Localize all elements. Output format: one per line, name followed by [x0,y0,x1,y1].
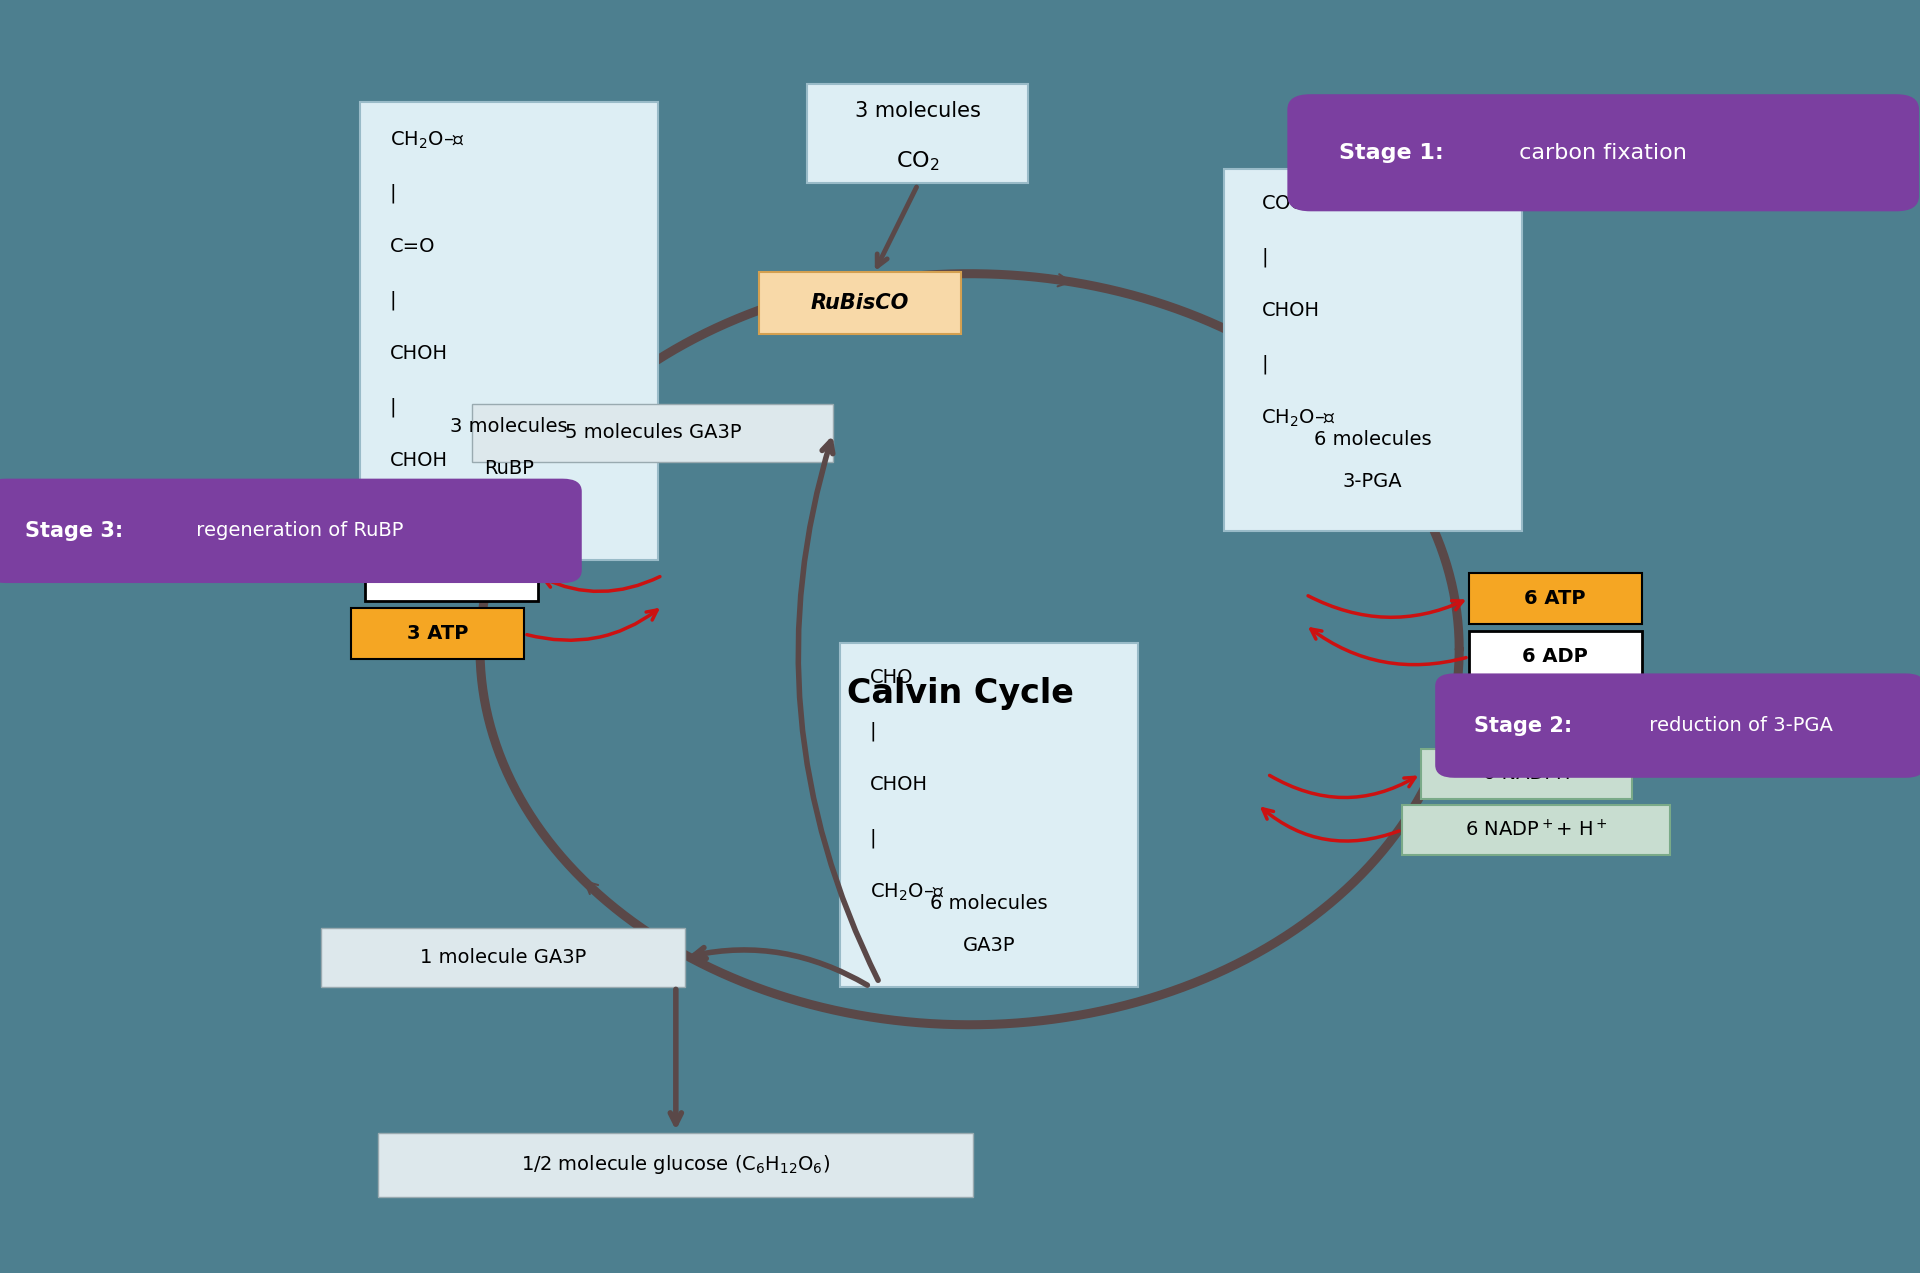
Text: CHOH: CHOH [870,775,927,794]
FancyBboxPatch shape [0,479,582,583]
Text: |: | [390,290,396,309]
Text: CHOH: CHOH [1261,302,1319,320]
Text: |: | [390,504,396,523]
Bar [351,608,524,659]
Text: C=O: C=O [390,237,436,256]
Text: 1/2 molecule glucose (C$_6$H$_{12}$O$_6$): 1/2 molecule glucose (C$_6$H$_{12}$O$_6$… [520,1153,831,1176]
Text: 6 ADP: 6 ADP [1523,648,1588,666]
Text: CH$_2$O–Ⓟ: CH$_2$O–Ⓟ [390,130,465,151]
FancyBboxPatch shape [1436,673,1920,778]
Bar [760,272,962,334]
Text: regeneration of RuBP: regeneration of RuBP [190,522,403,540]
Bar [841,643,1137,987]
Text: 3 molecules: 3 molecules [449,418,568,435]
Bar [806,84,1029,183]
Bar [1469,631,1642,682]
Bar [365,550,538,601]
Text: |: | [390,183,396,202]
Text: 6 NADPH: 6 NADPH [1482,765,1571,783]
Text: GA3P: GA3P [962,937,1016,955]
Text: Stage 2:: Stage 2: [1475,715,1572,736]
Text: 6 NADP$^+$+ H$^+$: 6 NADP$^+$+ H$^+$ [1465,820,1607,840]
Text: carbon fixation: carbon fixation [1513,143,1688,163]
Text: CHOH: CHOH [390,451,447,470]
Text: |: | [870,722,876,741]
Text: CO$_2$: CO$_2$ [897,150,939,173]
Text: CHO: CHO [870,668,914,687]
Bar [378,1133,973,1197]
Text: |: | [1261,248,1267,267]
Bar [361,102,657,560]
Text: reduction of 3-PGA: reduction of 3-PGA [1644,717,1832,735]
Text: CH$_2$O–Ⓟ: CH$_2$O–Ⓟ [1261,409,1336,429]
Text: CHOH: CHOH [390,344,447,363]
Bar [1469,573,1642,624]
Bar [1421,749,1632,799]
Text: 3 ATP: 3 ATP [407,625,468,643]
Text: CH$_2$O–Ⓟ: CH$_2$O–Ⓟ [390,558,465,579]
Bar [1225,169,1521,532]
Text: 3-PGA: 3-PGA [1342,472,1404,490]
Text: |: | [390,397,396,416]
Text: 6 molecules: 6 molecules [1313,430,1432,448]
Text: 3 ADP: 3 ADP [419,566,484,584]
Text: |: | [870,829,876,848]
Text: Stage 1:: Stage 1: [1340,143,1444,163]
Text: Stage 3:: Stage 3: [25,521,123,541]
Text: 5 molecules GA3P: 5 molecules GA3P [564,424,741,442]
Text: CH$_2$O–Ⓟ: CH$_2$O–Ⓟ [870,882,945,904]
Text: COO$^-$: COO$^-$ [1261,195,1321,213]
Text: RuBisCO: RuBisCO [810,293,910,313]
Bar [472,404,833,462]
Text: 6 ATP: 6 ATP [1524,589,1586,607]
Text: 6 molecules: 6 molecules [929,895,1048,913]
Text: 1 molecule GA3P: 1 molecule GA3P [420,948,586,966]
Text: Calvin Cycle: Calvin Cycle [847,677,1073,710]
Text: 3 molecules: 3 molecules [854,101,981,121]
Bar [321,928,685,987]
FancyBboxPatch shape [1286,94,1920,211]
Text: RuBP: RuBP [484,460,534,477]
Bar [1402,805,1670,855]
Text: |: | [1261,355,1267,374]
